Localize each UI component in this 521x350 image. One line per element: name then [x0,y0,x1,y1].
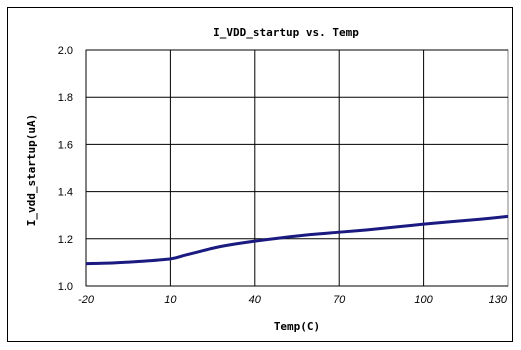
y-tick-label: 1.4 [58,187,73,199]
grid-layer [85,49,508,287]
x-axis-label: Temp(C) [274,320,320,333]
x-tick-label: -20 [78,294,95,306]
y-tick-label: 1.8 [58,92,73,104]
series-layer [85,214,509,266]
y-tick-label: 1.2 [58,234,73,246]
chart-title: I_VDD_startup vs. Temp [213,26,359,39]
y-tick-labels: 1.0 1.2 1.4 1.6 1.8 2.0 [58,45,73,293]
plot-border [85,49,509,287]
x-tick-label: 100 [414,294,433,306]
y-tick-label: 1.6 [58,139,73,151]
x-tick-label: 130 [489,294,508,306]
y-axis-label: I_vdd_startup(uA) [25,114,38,227]
x-tick-label: 70 [333,294,346,306]
plot-area [85,49,509,287]
y-tick-label: 2.0 [58,45,73,57]
y-tick-label: 1.0 [58,281,73,293]
x-tick-label: 40 [249,294,262,306]
series-line [85,214,509,266]
x-tick-label: 10 [164,294,177,306]
x-tick-labels: -20 10 40 70 100 130 [78,294,508,306]
